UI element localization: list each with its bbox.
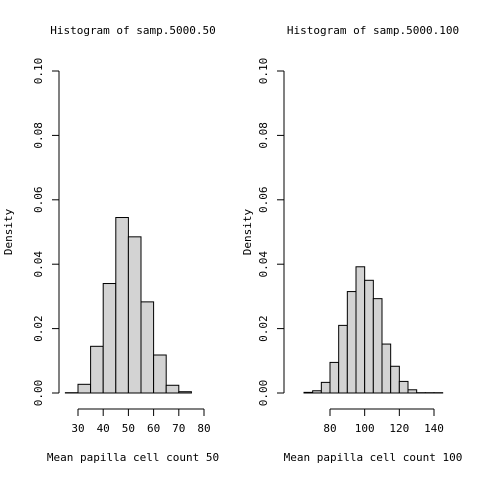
histogram-bar — [127, 236, 142, 394]
histogram-panel-50: Histogram of samp.5000.50 0.000.020.040.… — [2, 24, 219, 464]
x-tick-label: 120 — [389, 422, 409, 435]
x-tick-label: 140 — [424, 422, 444, 435]
y-tick-label: 0.10 — [257, 58, 270, 85]
histogram-bar — [178, 391, 192, 394]
histogram-bar — [390, 365, 400, 394]
x-axis-label: Mean papilla cell count 100 — [284, 451, 463, 464]
y-tick-label: 0.00 — [257, 380, 270, 407]
histogram-bar — [90, 345, 104, 394]
histogram-bar — [77, 383, 92, 394]
x-tick-label: 70 — [172, 422, 185, 435]
y-tick-label: 0.04 — [32, 251, 45, 278]
histogram-bar — [165, 384, 180, 394]
x-tick-label: 50 — [122, 422, 135, 435]
y-tick-label: 0.08 — [32, 122, 45, 149]
x-axis: 30 40 50 60 70 80 — [71, 408, 211, 435]
bars — [303, 266, 444, 394]
y-tick-label: 0.08 — [257, 122, 270, 149]
histogram-bar — [312, 390, 322, 394]
histogram-bar — [372, 298, 383, 394]
y-axis-label: Density — [241, 208, 254, 255]
x-tick-label: 40 — [97, 422, 110, 435]
histogram-bar — [320, 381, 331, 394]
histogram-panel-100: Histogram of samp.5000.100 0.000.020.040… — [241, 24, 462, 464]
y-tick-label: 0.10 — [32, 58, 45, 85]
x-tick-label: 60 — [147, 422, 160, 435]
histogram-bar — [364, 279, 374, 394]
x-axis: 80 100 120 140 — [323, 408, 444, 435]
x-tick-label: 80 — [197, 422, 210, 435]
y-tick-label: 0.02 — [32, 315, 45, 342]
y-axis-label: Density — [2, 208, 15, 255]
y-axis: 0.00 0.02 0.04 0.06 0.08 0.10 — [257, 58, 285, 407]
x-tick-label: 30 — [71, 422, 84, 435]
y-tick-label: 0.02 — [257, 315, 270, 342]
chart-title: Histogram of samp.5000.100 — [287, 24, 459, 37]
y-tick-label: 0.06 — [257, 187, 270, 214]
histogram-bar — [102, 283, 117, 394]
histogram-bar — [381, 343, 392, 394]
histogram-bar — [398, 380, 409, 394]
y-tick-label: 0.00 — [32, 380, 45, 407]
histogram-bar — [115, 217, 129, 394]
histogram-bar — [329, 361, 340, 394]
y-tick-label: 0.06 — [32, 187, 45, 214]
histogram-bar — [407, 389, 418, 394]
histogram-bar — [153, 354, 167, 394]
histogram-bar — [355, 266, 366, 394]
histogram-bar — [140, 301, 155, 394]
y-tick-label: 0.04 — [257, 251, 270, 278]
chart-title: Histogram of samp.5000.50 — [50, 24, 216, 37]
x-tick-label: 80 — [323, 422, 336, 435]
histogram-bar — [346, 291, 357, 394]
y-axis: 0.00 0.02 0.04 0.06 0.08 0.10 — [32, 58, 60, 407]
x-tick-label: 100 — [355, 422, 375, 435]
histogram-bar — [338, 324, 348, 394]
bars — [64, 217, 192, 394]
histogram-bar — [303, 391, 314, 394]
x-axis-label: Mean papilla cell count 50 — [47, 451, 219, 464]
